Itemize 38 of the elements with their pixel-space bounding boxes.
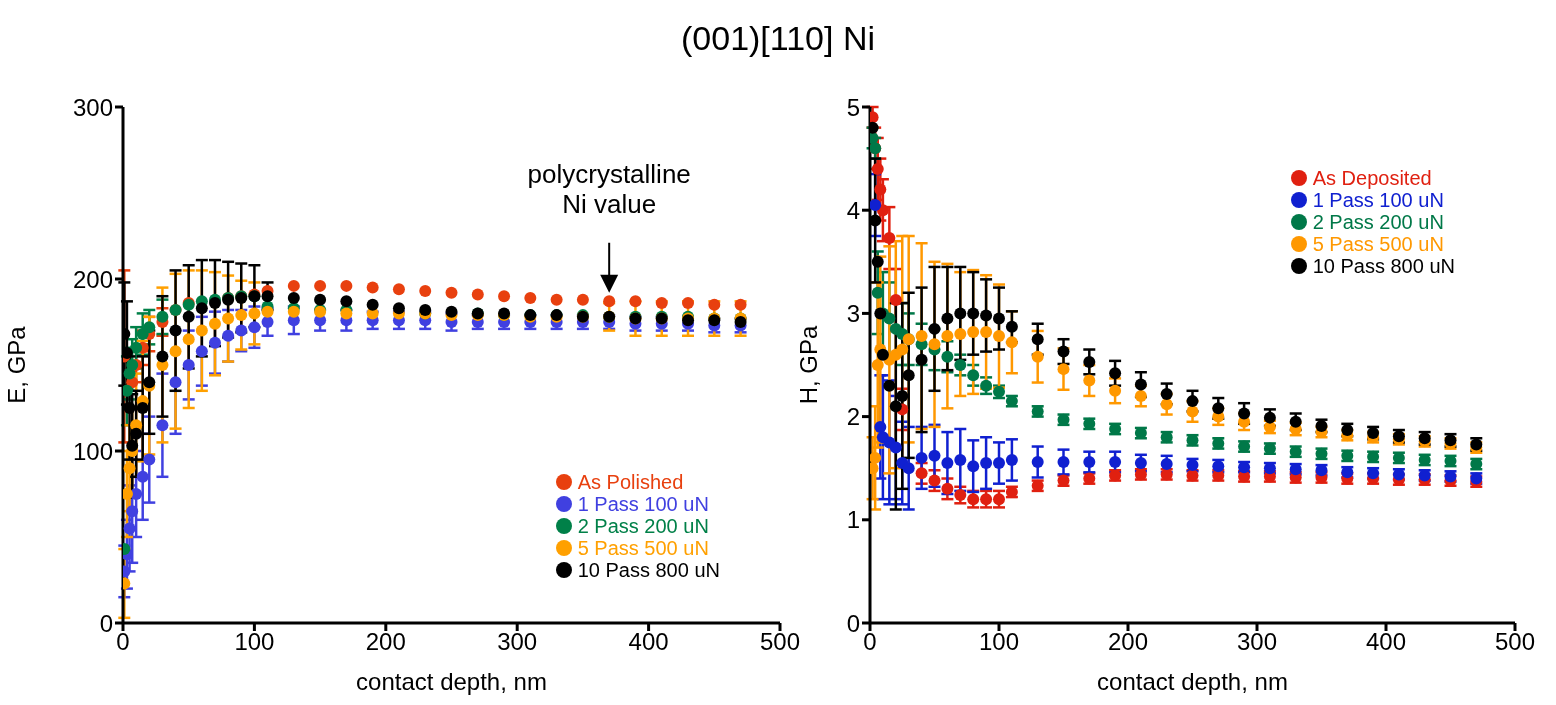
legend-label: 10 Pass 800 uN [1312, 255, 1455, 277]
x-tick-label: 0 [863, 628, 877, 656]
x-tick-label: 500 [759, 628, 801, 656]
y-tick-label: 300 [72, 93, 113, 121]
x-tick-label: 500 [1494, 628, 1536, 656]
legend-label: 5 Pass 500 uN [1312, 233, 1444, 255]
x-tick-label: 100 [234, 628, 275, 656]
legend-label: As Deposited [1312, 167, 1432, 189]
y-tick-label: 200 [72, 265, 113, 293]
y-tick-label: 4 [846, 196, 860, 224]
legend-label: 10 Pass 800 uN [577, 559, 720, 581]
x-tick-label: 300 [497, 628, 538, 656]
legend-label: As Polished [577, 471, 684, 493]
y-axis-title: E, GPa [2, 325, 30, 404]
legend-label: 5 Pass 500 uN [577, 537, 709, 559]
x-tick-label: 200 [1107, 628, 1149, 656]
annotation: polycrystalline Ni value [527, 158, 691, 219]
chart-title: (001)[110] Ni [680, 18, 876, 59]
x-tick-label: 400 [628, 628, 669, 656]
y-tick-label: 5 [846, 93, 860, 121]
y-tick-label: 2 [846, 403, 860, 431]
x-tick-label: 400 [1365, 628, 1407, 656]
x-axis-title: contact depth, nm [1097, 668, 1288, 695]
x-tick-label: 300 [1236, 628, 1278, 656]
legend-label: 1 Pass 100 uN [577, 493, 709, 515]
x-tick-label: 100 [978, 628, 1020, 656]
x-axis-title: contact depth, nm [356, 668, 547, 695]
legend-label: 2 Pass 200 uN [1312, 211, 1444, 233]
x-tick-label: 200 [365, 628, 406, 656]
y-tick-label: 3 [846, 299, 860, 327]
y-axis-title: H, GPa [794, 325, 822, 405]
y-tick-label: 100 [72, 437, 113, 465]
x-tick-label: 0 [116, 628, 130, 656]
y-tick-label: 0 [99, 609, 113, 637]
legend-label: 1 Pass 100 uN [1312, 189, 1444, 211]
y-tick-label: 0 [846, 609, 860, 637]
legend-label: 2 Pass 200 uN [577, 515, 709, 537]
y-tick-label: 1 [846, 506, 860, 534]
